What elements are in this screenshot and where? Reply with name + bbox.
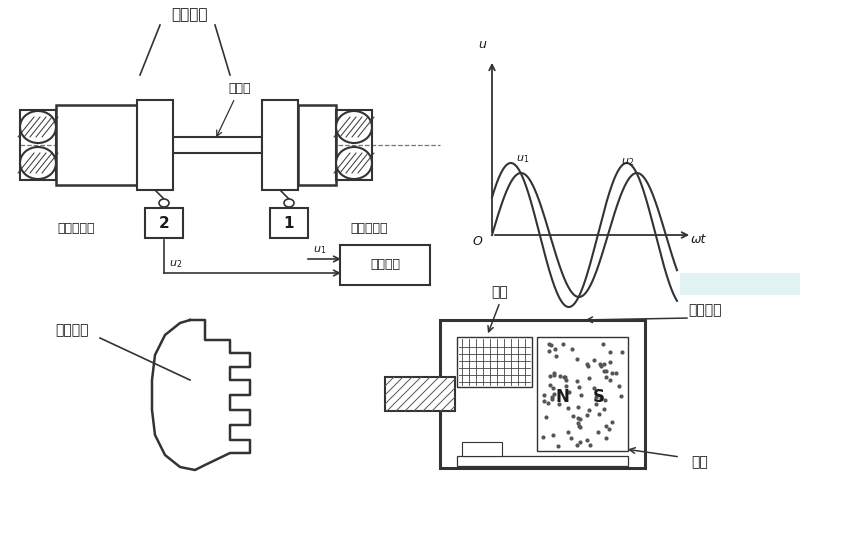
Text: u: u [478, 38, 486, 51]
Bar [20, 110, 56, 180]
Bar [440, 320, 645, 468]
Text: $u_1$: $u_1$ [313, 244, 327, 256]
Text: $u_1$: $u_1$ [517, 153, 530, 165]
Bar [56, 105, 137, 185]
Bar [262, 100, 298, 190]
Bar [173, 137, 262, 153]
Text: 永久磁铁: 永久磁铁 [688, 303, 722, 317]
Bar [298, 105, 336, 185]
Text: 齿形圆盘: 齿形圆盘 [55, 323, 88, 337]
Text: 扭转轴: 扭转轴 [229, 82, 251, 94]
Text: 齿形圆盘: 齿形圆盘 [171, 7, 208, 22]
Ellipse shape [159, 199, 169, 207]
Ellipse shape [284, 199, 294, 207]
Text: $u_2$: $u_2$ [620, 157, 634, 168]
Bar [537, 337, 628, 451]
Bar [145, 208, 183, 238]
Text: 线圈: 线圈 [492, 285, 508, 299]
Text: 铁芯: 铁芯 [692, 455, 709, 469]
Bar [137, 100, 173, 190]
Ellipse shape [20, 111, 56, 143]
Text: N: N [555, 388, 569, 406]
Text: 测量仪表: 测量仪表 [370, 259, 400, 271]
Ellipse shape [20, 147, 56, 179]
Bar [680, 273, 800, 295]
Bar [385, 377, 455, 411]
Text: $u_2$: $u_2$ [169, 258, 183, 270]
Bar [457, 337, 532, 387]
Bar [336, 110, 372, 180]
Bar [457, 456, 628, 466]
Bar [340, 245, 430, 285]
Text: 2: 2 [159, 215, 170, 230]
Text: 1: 1 [284, 215, 294, 230]
Bar [270, 208, 308, 238]
Text: 磁电传感器: 磁电传感器 [350, 222, 387, 235]
Text: 磁电传感器: 磁电传感器 [57, 222, 95, 235]
Text: S: S [593, 388, 605, 406]
Text: O: O [472, 235, 482, 248]
Ellipse shape [336, 147, 372, 179]
Text: ωt: ωt [692, 233, 707, 246]
Ellipse shape [336, 111, 372, 143]
Bar [462, 442, 502, 456]
